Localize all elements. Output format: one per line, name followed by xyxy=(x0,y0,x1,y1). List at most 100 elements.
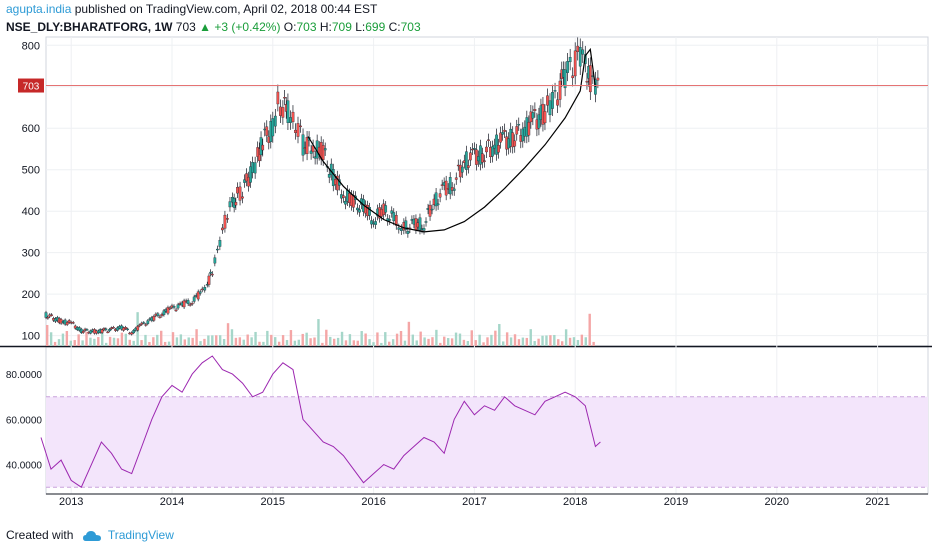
tradingview-brand[interactable]: TradingView xyxy=(107,528,174,542)
volume-bar xyxy=(592,341,595,346)
candle-body xyxy=(63,319,67,325)
up-triangle-icon: ▲ xyxy=(199,20,212,34)
volume-bars xyxy=(46,312,595,346)
candle-body xyxy=(485,146,488,153)
y-tick-label: 800 xyxy=(22,40,40,52)
candle-body xyxy=(276,91,280,105)
high-label: H: xyxy=(319,20,332,34)
volume-bar xyxy=(368,339,371,346)
candle-body xyxy=(140,322,144,325)
candle-body xyxy=(548,100,552,116)
candle-body xyxy=(176,304,180,309)
candle-body xyxy=(585,81,589,83)
volume-bar xyxy=(443,336,446,346)
volume-bar xyxy=(305,332,308,346)
volume-bar xyxy=(53,341,57,346)
candle-body xyxy=(271,118,275,137)
candle-body xyxy=(551,92,554,109)
candle-body xyxy=(358,209,361,213)
volume-bar xyxy=(203,338,206,346)
candle-body xyxy=(174,309,178,312)
candle-body xyxy=(428,204,432,217)
candle-body xyxy=(594,79,597,95)
candle-body xyxy=(578,47,582,67)
candle-body xyxy=(527,122,531,136)
volume-bar xyxy=(238,337,242,346)
volume-bar xyxy=(187,337,190,346)
last-price-label-bg xyxy=(18,78,44,93)
close-value: 703 xyxy=(400,20,421,34)
candle-body xyxy=(182,300,186,308)
volume-bar xyxy=(179,334,183,346)
x-tick-label: 2015 xyxy=(261,496,285,508)
volume-bar xyxy=(191,337,194,346)
volume-bar xyxy=(215,335,218,346)
rsi-tick-label: 60.0000 xyxy=(6,415,43,426)
candle-body xyxy=(356,207,359,211)
volume-bar xyxy=(293,340,297,346)
candle-body xyxy=(392,212,396,222)
candle-body xyxy=(513,140,517,147)
chart-area[interactable]: 2013 2014 2015 2016 2017 2018 2019 2020 2021 100 2… xyxy=(0,35,932,525)
candle-body xyxy=(581,49,585,55)
price-value: 703 xyxy=(175,20,196,34)
candle-body xyxy=(388,219,392,221)
candle-body xyxy=(223,214,227,229)
volume-bar xyxy=(478,334,481,346)
volume-bar xyxy=(549,335,552,346)
candle-body xyxy=(515,126,519,135)
candle-body xyxy=(399,228,403,231)
candle-body xyxy=(487,139,490,141)
candle-body xyxy=(467,165,470,168)
volume-bar xyxy=(97,337,100,346)
rsi-line xyxy=(40,355,601,488)
candle-body xyxy=(460,166,464,173)
last-price-label: 703 xyxy=(23,82,40,93)
volume-bar xyxy=(466,341,470,346)
volume-bar xyxy=(553,334,556,346)
volume-bar xyxy=(250,337,253,346)
candle-body xyxy=(495,134,498,155)
volume-bar xyxy=(450,338,454,346)
candle-body xyxy=(573,50,577,77)
volume-bar xyxy=(317,319,320,346)
candle-body xyxy=(50,314,54,316)
candle-body xyxy=(144,324,148,326)
volume-bar xyxy=(427,338,430,346)
candle-body xyxy=(596,77,600,81)
candle-body xyxy=(228,201,232,208)
candle-body xyxy=(566,61,569,73)
volume-bar xyxy=(525,337,529,346)
author-link[interactable]: agupta.india xyxy=(6,2,72,16)
volume-bar xyxy=(344,340,348,346)
volume-bar xyxy=(372,342,375,346)
candle-body xyxy=(120,325,123,330)
volume-bar xyxy=(568,337,572,346)
candle-body xyxy=(404,220,408,230)
price-pane xyxy=(45,36,929,347)
x-tick-label: 2014 xyxy=(160,496,184,508)
volume-bar xyxy=(545,335,548,346)
volume-bar xyxy=(513,334,517,346)
candle-body xyxy=(452,188,456,191)
candle-body xyxy=(471,148,474,151)
volume-bar xyxy=(560,341,564,346)
volume-bar xyxy=(89,337,92,346)
change-value: +3 (+0.42%) xyxy=(214,20,281,34)
volume-bar xyxy=(470,330,473,346)
candle-body xyxy=(279,106,282,116)
candle-body xyxy=(112,327,115,329)
high-value: 709 xyxy=(331,20,352,34)
candle-body xyxy=(533,109,537,112)
volume-bar xyxy=(462,339,466,346)
volume-bar xyxy=(364,333,367,346)
volume-bar xyxy=(175,337,179,346)
publish-info: agupta.india published on TradingView.co… xyxy=(6,2,377,16)
candle-body xyxy=(483,160,486,162)
volume-bar xyxy=(242,339,245,346)
volume-bar xyxy=(482,342,485,346)
candle-body xyxy=(568,57,572,63)
candle-body xyxy=(210,273,214,276)
rsi-tick-label: 80.0000 xyxy=(6,370,43,381)
candle-body xyxy=(321,145,325,160)
